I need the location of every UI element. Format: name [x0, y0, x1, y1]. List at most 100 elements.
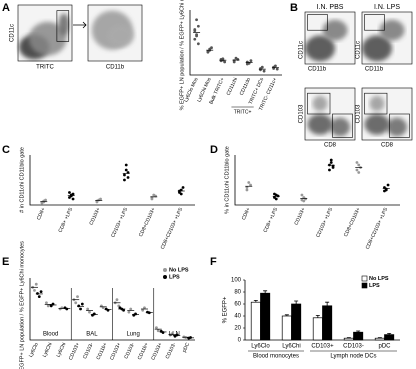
- x-tick-label: CD8+ +LPS: [58, 206, 75, 233]
- x-tick-label: CD11b+: [137, 342, 150, 361]
- group-label: BAL: [86, 332, 98, 338]
- x-tick-label: CD8+CD103+: [138, 207, 157, 238]
- dot: [245, 186, 249, 189]
- dot: [95, 200, 99, 204]
- x-tick-label: CD11clo: [239, 77, 252, 97]
- flow-density: [387, 117, 407, 137]
- x-tick-label: CD103+ +LPS: [110, 206, 129, 238]
- dot: [60, 306, 64, 310]
- legend-label: LPS: [369, 283, 380, 289]
- dot: [45, 301, 48, 305]
- dot: [86, 307, 90, 311]
- dot: [127, 310, 131, 314]
- x-tick-label: CD103+: [150, 342, 163, 361]
- flow-axis-label: TRITC: [36, 65, 54, 71]
- legend-marker: [163, 268, 167, 272]
- dot: [196, 42, 200, 46]
- x-tick-label: CD8+CD103+: [343, 207, 362, 238]
- error-bar: [356, 330, 361, 333]
- group-label: Blood monocytes: [253, 354, 299, 360]
- arrow: [73, 21, 87, 29]
- dot: [68, 191, 71, 194]
- flow-density: [106, 24, 134, 47]
- dot: [123, 173, 126, 177]
- dot: [383, 189, 386, 193]
- dot: [150, 197, 154, 201]
- x-tick-label: pDC: [378, 344, 391, 350]
- flow-title: I.N. PBS: [317, 4, 344, 11]
- y-tick-label: 80: [234, 290, 241, 296]
- dot: [44, 198, 47, 202]
- y-axis-label: # in CD11chi CD11blo gate: [19, 147, 25, 213]
- dot: [193, 28, 197, 31]
- error-bar: [315, 315, 320, 318]
- flow-axis-label: CD11b: [106, 65, 125, 71]
- x-tick-label: CD103+: [89, 207, 102, 226]
- dot: [122, 308, 125, 312]
- error-bar: [284, 314, 289, 316]
- y-tick-label: 100: [231, 278, 242, 284]
- flow-density: [322, 19, 348, 41]
- panel-label: B: [290, 2, 298, 14]
- flow-gate: [307, 14, 328, 31]
- y-axis-label: % in CD11chi CD11blo gate: [224, 146, 230, 214]
- dot: [329, 158, 333, 162]
- x-tick-label: CD103+ +LPS: [315, 206, 334, 238]
- flow-axis-label: CD11c: [10, 24, 16, 42]
- dot: [300, 193, 304, 197]
- flow-axis-label: CD11b: [308, 67, 327, 73]
- dot: [129, 307, 133, 311]
- dot: [33, 289, 36, 292]
- dot: [249, 59, 253, 63]
- dot: [134, 312, 137, 316]
- dot: [195, 18, 198, 22]
- flow-density: [369, 95, 385, 112]
- dot: [328, 168, 331, 172]
- dot: [76, 295, 79, 298]
- group-label: Blood: [43, 332, 58, 338]
- dot: [123, 178, 126, 182]
- flow-gate: [307, 92, 331, 115]
- x-tick-label: CD103+: [311, 344, 334, 350]
- flow-density: [305, 35, 335, 62]
- dot: [179, 192, 183, 196]
- dot: [99, 197, 102, 201]
- dot: [156, 329, 160, 333]
- dot: [71, 192, 75, 196]
- x-tick-label: CD103-: [165, 342, 178, 360]
- dot: [65, 307, 69, 311]
- dot: [39, 290, 43, 294]
- dot: [275, 67, 279, 71]
- flow-gate: [332, 113, 353, 138]
- panel-label: E: [2, 256, 9, 268]
- dot: [206, 50, 210, 53]
- dot: [355, 168, 359, 172]
- dot: [329, 161, 333, 164]
- dot: [124, 168, 128, 172]
- bar: [384, 334, 395, 341]
- y-tick-label: 60: [234, 302, 241, 308]
- y-axis-label: % EGFP+ LN population / % EGFP+ Ly6Chi m…: [19, 241, 25, 369]
- dot: [155, 326, 158, 329]
- flow-density: [58, 13, 70, 36]
- x-tick-label: CD8+: [36, 207, 47, 221]
- dot: [71, 197, 75, 201]
- dot: [357, 171, 361, 174]
- flow-axis-label: CD11b: [365, 67, 384, 73]
- group-label: LLN: [169, 332, 180, 338]
- dot: [245, 188, 249, 192]
- flow-density: [330, 117, 350, 137]
- y-tick-label: 40: [234, 314, 241, 320]
- x-tick-label: Ly6Clo: [251, 344, 270, 350]
- x-tick-label: CD8+ +LPS: [263, 206, 280, 233]
- dot: [80, 302, 84, 306]
- flow-gate: [364, 14, 385, 31]
- bar: [260, 292, 271, 341]
- dot: [223, 60, 227, 64]
- x-tick-label: CD11b+: [96, 342, 109, 361]
- error-bar: [325, 301, 330, 306]
- flow-gate: [56, 10, 70, 42]
- x-tick-label: CD103+: [68, 342, 81, 361]
- y-axis-label: % EGFP+ LN population / % EGFP+ Ly6Chi m…: [179, 0, 185, 110]
